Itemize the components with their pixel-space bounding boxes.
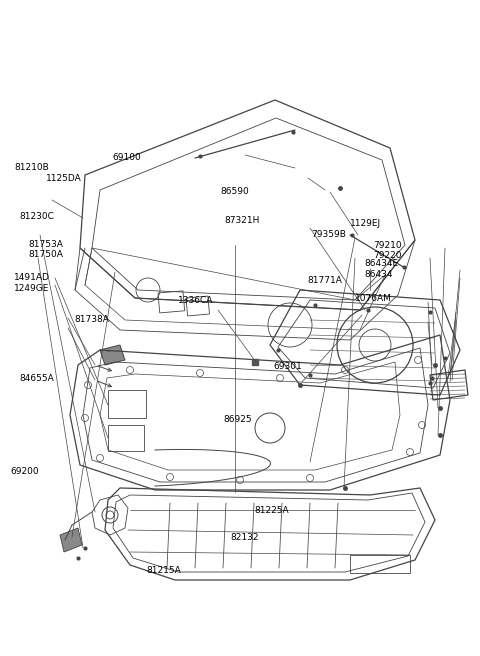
Text: 81210B: 81210B (14, 163, 49, 172)
Text: 69301: 69301 (274, 361, 302, 371)
Text: 86434E: 86434E (365, 259, 399, 268)
Text: 1125DA: 1125DA (46, 174, 81, 183)
Text: 86434: 86434 (365, 270, 393, 279)
Text: 1129EJ: 1129EJ (350, 218, 382, 228)
Text: 1336CA: 1336CA (178, 296, 213, 305)
Text: 86590: 86590 (221, 187, 250, 196)
Text: 81215A: 81215A (146, 566, 181, 575)
Bar (108, 390, 146, 418)
Bar (158, 291, 185, 313)
Text: 81738A: 81738A (74, 315, 109, 324)
Bar (108, 425, 144, 451)
Text: 79210: 79210 (373, 241, 402, 251)
Text: 79359B: 79359B (311, 230, 346, 239)
Text: 1249GE: 1249GE (14, 284, 50, 293)
Text: 82132: 82132 (230, 533, 259, 543)
Polygon shape (100, 345, 125, 365)
Text: 1491AD: 1491AD (14, 273, 50, 282)
Text: 84655A: 84655A (19, 374, 54, 383)
Text: 81771A: 81771A (307, 276, 342, 285)
Text: 69100: 69100 (113, 153, 142, 162)
Text: 81225A: 81225A (254, 506, 289, 515)
Bar (350, 555, 410, 573)
Text: 87321H: 87321H (225, 216, 260, 225)
Text: 81230C: 81230C (19, 212, 54, 221)
Bar (186, 296, 209, 316)
Text: 79220: 79220 (373, 251, 401, 260)
Polygon shape (60, 528, 82, 552)
Text: 86925: 86925 (223, 415, 252, 424)
Text: 81750A: 81750A (29, 250, 64, 259)
Text: 81753A: 81753A (29, 239, 64, 249)
Text: 69200: 69200 (11, 466, 39, 476)
Text: 1076AM: 1076AM (355, 294, 392, 303)
